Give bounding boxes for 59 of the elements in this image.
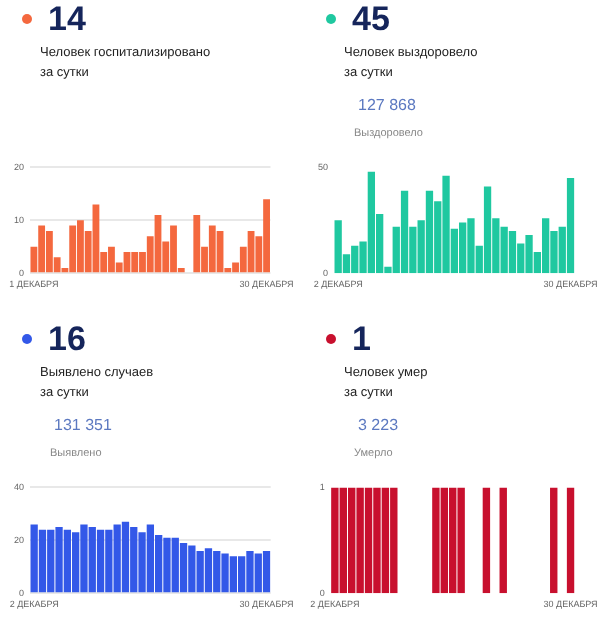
text: 131 351 xyxy=(54,416,112,434)
bar xyxy=(131,252,139,273)
bar xyxy=(30,524,38,593)
bar xyxy=(38,225,46,273)
bar xyxy=(246,550,254,593)
bar xyxy=(163,537,171,593)
bar xyxy=(170,225,177,273)
bar xyxy=(171,537,179,593)
bar xyxy=(77,220,84,273)
bar xyxy=(542,218,550,274)
bar xyxy=(500,226,508,274)
text: 14 xyxy=(48,0,86,40)
bar xyxy=(45,230,53,273)
bar xyxy=(55,527,63,593)
bar xyxy=(229,556,238,593)
bar xyxy=(88,527,96,593)
bar xyxy=(96,529,105,593)
bar xyxy=(525,235,533,274)
bar xyxy=(38,529,47,593)
bar xyxy=(121,521,130,593)
bar xyxy=(566,177,575,274)
bar xyxy=(400,190,409,274)
bar xyxy=(262,550,271,593)
text: 1 xyxy=(352,320,371,360)
bar xyxy=(483,186,492,274)
bar xyxy=(63,529,72,593)
bar xyxy=(196,550,204,593)
bar xyxy=(367,171,376,274)
bar xyxy=(334,220,342,274)
bar xyxy=(188,545,196,593)
bar xyxy=(208,225,216,273)
bar xyxy=(213,550,221,593)
bar xyxy=(130,527,138,593)
bar xyxy=(105,529,113,593)
bar xyxy=(204,548,213,593)
bar xyxy=(47,529,55,593)
bar xyxy=(179,542,188,593)
bar xyxy=(442,175,450,274)
bar xyxy=(146,524,155,593)
bar xyxy=(138,532,146,593)
text: 3 223 xyxy=(358,416,399,434)
bar xyxy=(113,524,121,593)
bar xyxy=(467,218,475,274)
bar xyxy=(193,215,201,273)
bar xyxy=(80,524,88,593)
bar xyxy=(69,225,77,273)
bar xyxy=(351,245,359,274)
bar xyxy=(238,556,246,593)
bar xyxy=(108,246,115,273)
bar xyxy=(263,199,270,273)
bar xyxy=(425,190,434,274)
text: 16 xyxy=(48,320,86,360)
text: 127 868 xyxy=(358,96,416,114)
bar xyxy=(72,532,80,593)
bar xyxy=(254,553,262,593)
text: 45 xyxy=(352,0,390,40)
bar xyxy=(459,222,467,274)
bar xyxy=(508,230,517,274)
bar xyxy=(221,553,229,593)
